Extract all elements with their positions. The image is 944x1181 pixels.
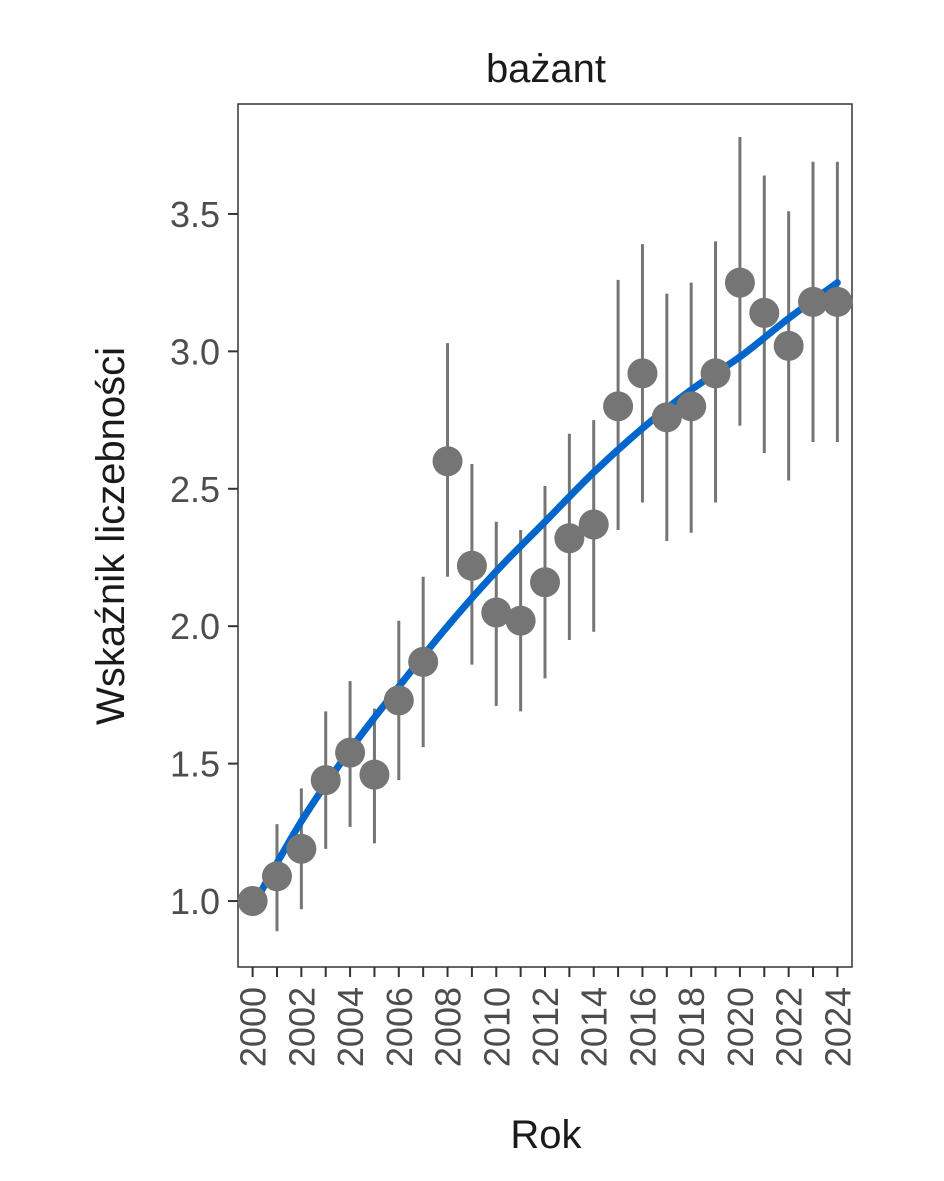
x-tick-label: 2020: [720, 987, 761, 1067]
x-axis: 2000 2002 2004 2006 2008 2010 2012 2014 2016 2018…: [233, 967, 858, 1067]
y-axis: 1.0 1.5 2.0 2.5 3.0 3.5: [170, 194, 238, 922]
y-tick-label: 2.5: [170, 469, 220, 510]
data-point: [456, 550, 487, 581]
x-tick-label: 2006: [379, 987, 420, 1067]
data-point: [359, 759, 390, 790]
data-point: [505, 605, 536, 636]
x-tick-label: 2010: [476, 987, 517, 1067]
x-tick-label: 2014: [574, 987, 615, 1067]
y-tick-label: 3.0: [170, 331, 220, 372]
data-point: [749, 297, 780, 328]
data-point: [700, 358, 731, 389]
data-point: [578, 509, 609, 540]
data-point: [335, 737, 366, 768]
data-point: [286, 833, 317, 864]
data-point: [627, 358, 658, 389]
x-tick-label: 2008: [428, 987, 469, 1067]
x-axis-title: Rok: [510, 1113, 582, 1157]
data-point: [676, 391, 707, 422]
data-point: [481, 597, 512, 628]
y-tick-label: 1.5: [170, 744, 220, 785]
data-point: [432, 446, 463, 477]
data-points: [237, 267, 853, 917]
data-point: [603, 391, 634, 422]
data-point: [798, 286, 829, 317]
data-point: [237, 886, 268, 917]
y-tick-label: 1.0: [170, 881, 220, 922]
chart-title: bażant: [486, 47, 606, 91]
y-tick-label: 2.0: [170, 606, 220, 647]
x-tick-label: 2002: [281, 987, 322, 1067]
x-tick-label: 2022: [769, 987, 810, 1067]
x-tick-label: 2012: [525, 987, 566, 1067]
data-point: [383, 685, 414, 716]
data-point: [773, 330, 804, 361]
x-tick-label: 2024: [817, 987, 858, 1067]
x-tick-label: 2016: [622, 987, 663, 1067]
data-point: [310, 765, 341, 796]
y-axis-title: Wskaźnik liczebności: [89, 347, 133, 725]
data-point: [822, 286, 853, 317]
data-point: [408, 646, 439, 677]
x-tick-label: 2018: [671, 987, 712, 1067]
data-point: [651, 402, 682, 433]
y-tick-label: 3.5: [170, 194, 220, 235]
data-point: [261, 861, 292, 892]
data-point: [530, 567, 560, 598]
x-tick-label: 2004: [330, 987, 371, 1067]
data-point: [724, 267, 755, 298]
data-point: [554, 523, 585, 554]
x-tick-label: 2000: [233, 987, 274, 1067]
